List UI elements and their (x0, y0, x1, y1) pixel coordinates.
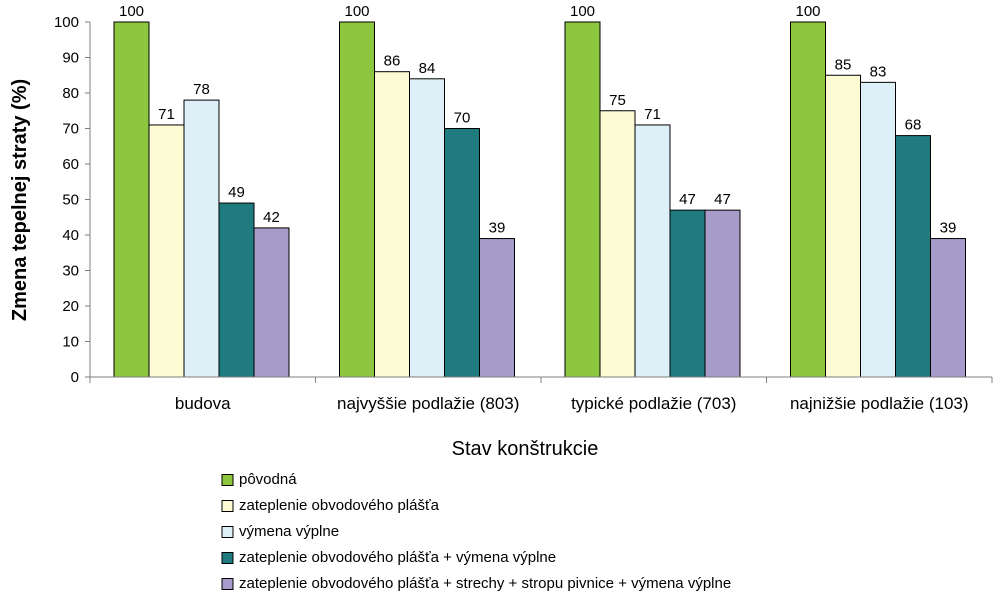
bar (444, 128, 480, 378)
x-axis-title: Stav konštrukcie (452, 438, 599, 460)
data-label: 83 (870, 63, 887, 80)
data-label: 100 (795, 3, 820, 20)
data-label: 71 (644, 106, 661, 123)
bar (253, 227, 290, 378)
bar (148, 124, 185, 378)
legend-swatch (221, 526, 234, 538)
y-tick-label: 10 (62, 334, 79, 351)
bar (790, 21, 826, 378)
y-tick-label: 100 (54, 14, 79, 31)
legend-swatch (221, 578, 234, 590)
data-label: 42 (263, 209, 280, 226)
y-axis-title: Zmena tepelnej straty (%) (9, 79, 31, 321)
legend-label: zateplenie obvodového plášťa + strechy +… (239, 575, 731, 592)
legend-label: výmena výplne (239, 523, 339, 540)
bar (218, 202, 255, 378)
y-tick-label: 70 (62, 121, 79, 138)
bar (895, 135, 931, 378)
y-tick-label: 0 (71, 369, 79, 386)
data-label: 47 (679, 191, 696, 208)
bar (704, 209, 741, 378)
legend-label: zateplenie obvodového plášťa + výmena vý… (239, 549, 556, 566)
labels-layer: 100 71 78 49 42 budova 100 86 84 70 39 najvyššie po… (119, 3, 969, 413)
bar (339, 21, 375, 378)
bar (599, 110, 636, 378)
y-tick-label: 30 (62, 263, 79, 280)
bar (183, 99, 220, 378)
data-label: 49 (228, 184, 245, 201)
data-label: 86 (384, 53, 401, 70)
legend-swatch (221, 474, 234, 486)
legend-swatch (221, 552, 234, 564)
bar (113, 21, 150, 378)
legend: pôvodná zateplenie obvodového plášťa výmen… (221, 471, 731, 592)
axes-layer: 0 10 20 30 40 50 60 70 80 90 100 (54, 14, 993, 386)
legend-label: zateplenie obvodového plášťa (239, 497, 440, 514)
data-label: 85 (835, 56, 852, 73)
category-label: budova (175, 394, 231, 413)
data-label: 75 (609, 92, 626, 109)
category-label: najnižšie podlažie (103) (790, 394, 969, 413)
data-label: 100 (344, 3, 369, 20)
bars-layer (113, 21, 966, 378)
data-label: 100 (570, 3, 595, 20)
data-label: 39 (940, 220, 957, 237)
bar (634, 124, 671, 378)
data-label: 78 (193, 81, 210, 98)
data-label: 84 (419, 60, 436, 77)
data-label: 39 (489, 220, 506, 237)
bar (860, 81, 896, 378)
y-tick-label: 60 (62, 156, 79, 173)
data-label: 47 (714, 191, 731, 208)
bar (479, 238, 515, 378)
y-tick-label: 80 (62, 85, 79, 102)
data-label: 70 (454, 110, 471, 127)
category-label: najvyššie podlažie (803) (337, 394, 519, 413)
bar (564, 21, 601, 378)
category-label: typické podlažie (703) (571, 394, 736, 413)
y-tick-label: 90 (62, 50, 79, 67)
data-label: 100 (119, 3, 144, 20)
bar (669, 209, 706, 378)
bar (409, 78, 445, 378)
legend-label: pôvodná (239, 471, 297, 488)
data-label: 71 (158, 106, 175, 123)
data-label: 68 (905, 117, 922, 134)
bar (825, 74, 861, 378)
legend-swatch (221, 500, 234, 512)
bar (930, 238, 966, 378)
y-tick-label: 40 (62, 227, 79, 244)
y-tick-label: 20 (62, 298, 79, 315)
bar (374, 71, 410, 378)
y-tick-label: 50 (62, 192, 79, 209)
